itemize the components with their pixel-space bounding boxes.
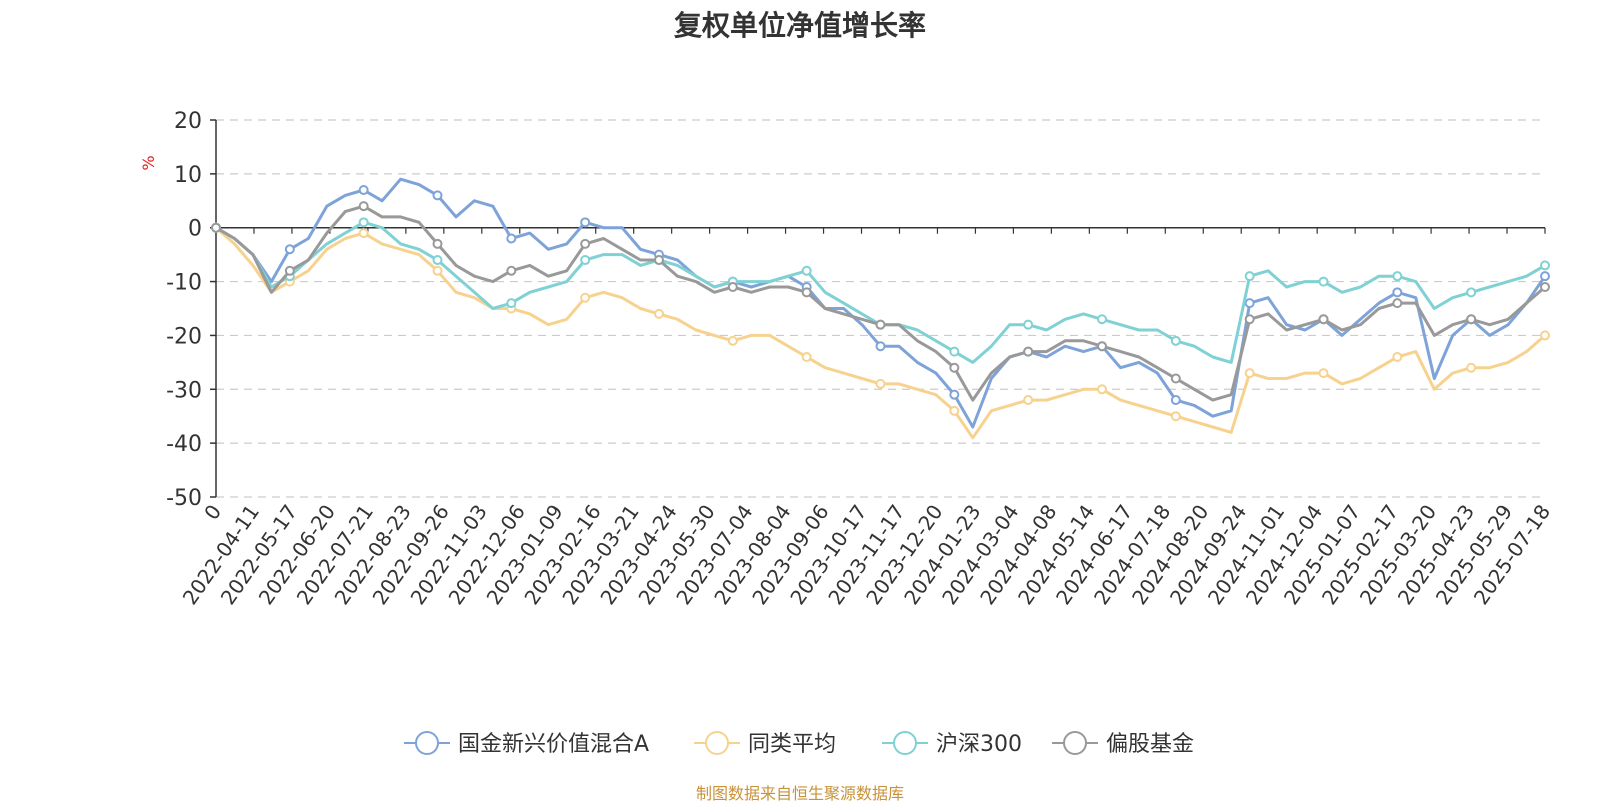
- data-point: [506, 298, 517, 309]
- data-point: [580, 217, 591, 228]
- data-point: [1540, 281, 1550, 292]
- data-point: [432, 190, 443, 201]
- data-point: [801, 287, 812, 298]
- data-point: [727, 335, 738, 346]
- y-tick-label: -30: [166, 378, 202, 403]
- data-point: [1097, 384, 1107, 395]
- line-chart: 20100-10-20-30-40-5002022-04-112022-05-1…: [139, 109, 1555, 757]
- y-axis-unit-label: %: [139, 155, 158, 170]
- data-point: [432, 265, 443, 276]
- data-point: [875, 378, 886, 389]
- data-point: [1170, 411, 1181, 422]
- data-point: [506, 265, 517, 276]
- data-point: [1392, 271, 1403, 282]
- data-point: [727, 281, 738, 292]
- y-tick-label: 10: [174, 163, 202, 188]
- data-point: [1097, 314, 1107, 325]
- data-point: [801, 351, 812, 362]
- data-point: [1466, 314, 1477, 325]
- data-point: [358, 185, 369, 196]
- data-point: [1540, 330, 1550, 341]
- data-point: [284, 265, 295, 276]
- legend-swatch-marker: [415, 731, 439, 755]
- data-point: [506, 233, 517, 244]
- data-point: [1023, 395, 1034, 406]
- data-point: [801, 265, 812, 276]
- data-point: [875, 341, 886, 352]
- data-point: [949, 405, 960, 416]
- data-point: [1466, 362, 1477, 373]
- data-point: [949, 346, 960, 357]
- data-point: [432, 255, 443, 266]
- data-point: [358, 201, 369, 212]
- data-point: [1244, 314, 1255, 325]
- data-point: [654, 255, 664, 266]
- y-tick-label: 0: [188, 217, 202, 242]
- x-tick-label: 0: [199, 500, 226, 524]
- data-point: [1244, 368, 1255, 379]
- data-point: [1392, 298, 1403, 309]
- data-point: [580, 255, 591, 266]
- data-point: [1540, 271, 1550, 282]
- legend: 国金新兴价值混合A 同类平均 沪深300 偏股基金: [404, 731, 1194, 757]
- data-point: [1392, 287, 1403, 298]
- data-point: [1023, 346, 1034, 357]
- legend-swatch-marker: [705, 731, 729, 755]
- y-tick-label: -40: [166, 432, 202, 457]
- data-point: [358, 228, 369, 239]
- y-tick-label: 20: [174, 109, 202, 134]
- series-line: [215, 204, 1546, 402]
- data-point: [1318, 276, 1329, 287]
- data-point: [358, 217, 369, 228]
- data-point: [654, 308, 664, 319]
- legend-label: 同类平均: [748, 732, 836, 757]
- data-point: [580, 238, 591, 249]
- series-lines: [211, 177, 1550, 440]
- data-point: [1466, 287, 1477, 298]
- data-point: [211, 222, 221, 233]
- data-point: [1392, 351, 1403, 362]
- legend-swatch-marker: [1063, 731, 1087, 755]
- data-point: [1318, 368, 1329, 379]
- data-point: [580, 292, 591, 303]
- legend-label: 偏股基金: [1106, 732, 1194, 757]
- data-point: [875, 319, 886, 330]
- y-tick-label: -50: [166, 486, 202, 511]
- data-point: [1170, 373, 1181, 384]
- data-point: [1023, 319, 1034, 330]
- data-point: [432, 238, 443, 249]
- data-point: [1540, 260, 1550, 271]
- data-point: [1244, 271, 1255, 282]
- data-point: [949, 362, 960, 373]
- axes: 20100-10-20-30-40-5002022-04-112022-05-1…: [166, 109, 1555, 609]
- data-point: [284, 244, 295, 255]
- data-point: [1170, 335, 1181, 346]
- legend-label: 国金新兴价值混合A: [458, 732, 649, 757]
- legend-swatch-marker: [893, 731, 917, 755]
- legend-label: 沪深300: [936, 732, 1022, 757]
- y-tick-label: -10: [166, 271, 202, 296]
- data-point: [1097, 341, 1107, 352]
- data-point: [1170, 395, 1181, 406]
- y-tick-label: -20: [166, 324, 202, 349]
- data-point: [1244, 298, 1255, 309]
- source-note: 制图数据来自恒生聚源数据库: [695, 784, 904, 803]
- data-point: [949, 389, 960, 400]
- grid-lines: [216, 119, 1545, 498]
- chart-title: 复权单位净值增长率: [673, 9, 926, 42]
- data-point: [1318, 314, 1329, 325]
